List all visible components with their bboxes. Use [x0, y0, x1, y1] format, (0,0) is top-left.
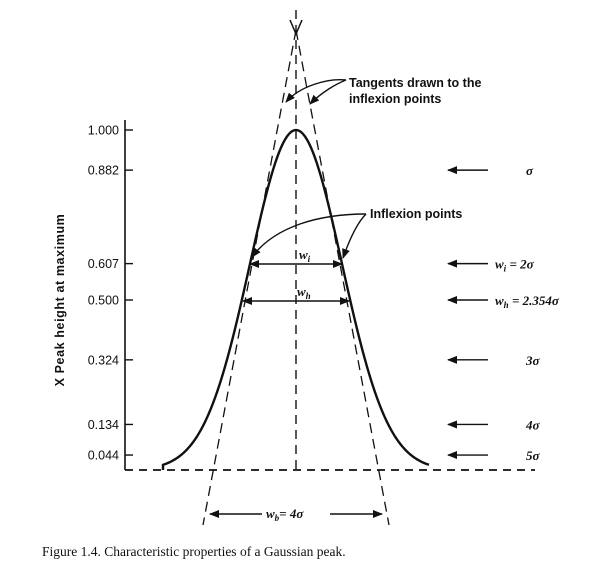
left-tangent-line [202, 29, 297, 526]
tangents-annotation-line2: inflexion points [349, 92, 441, 106]
y-axis-ticks: 1.000 0.882 0.607 0.500 0.324 0.134 0.044 [88, 124, 133, 463]
y-tick-label: 0.324 [88, 353, 119, 367]
gaussian-curve [161, 128, 430, 470]
right-label: σ [526, 163, 534, 178]
inflexion-pointer-left [251, 213, 367, 258]
y-tick-label: 0.882 [88, 164, 119, 178]
figure-caption: Figure 1.4. Characteristic properties of… [42, 544, 346, 559]
inflexion-annotation: Inflexion points [370, 207, 462, 221]
right-tangent-line [295, 29, 390, 526]
right-label: wi = 2σ [495, 257, 535, 274]
y-tick-label: 0.500 [88, 294, 119, 308]
y-tick-label: 1.000 [88, 124, 119, 138]
right-label: wh = 2.354σ [495, 293, 560, 310]
wh-label: wh [297, 284, 311, 301]
top-arrow-icon [289, 19, 303, 36]
y-tick-label: 0.134 [88, 418, 119, 432]
right-label: 5σ [526, 448, 541, 463]
y-tick-label: 0.044 [88, 449, 119, 463]
tangent-pointer-right [309, 79, 347, 105]
y-tick-label: 0.607 [88, 257, 119, 271]
right-label: 3σ [525, 353, 541, 368]
tangent-pointer-left [285, 79, 347, 103]
inflexion-pointer-right [342, 213, 367, 259]
right-label: 4σ [525, 417, 541, 432]
wi-label: wi [299, 247, 311, 264]
tangents-annotation-line1: Tangents drawn to the [349, 76, 481, 90]
y-axis-label: X Peak height at maximum [53, 214, 67, 387]
wb-label: wb= 4σ [266, 506, 304, 523]
right-side-labels: σ wi = 2σ wh = 2.354σ 3σ 4σ 5σ [447, 163, 560, 463]
